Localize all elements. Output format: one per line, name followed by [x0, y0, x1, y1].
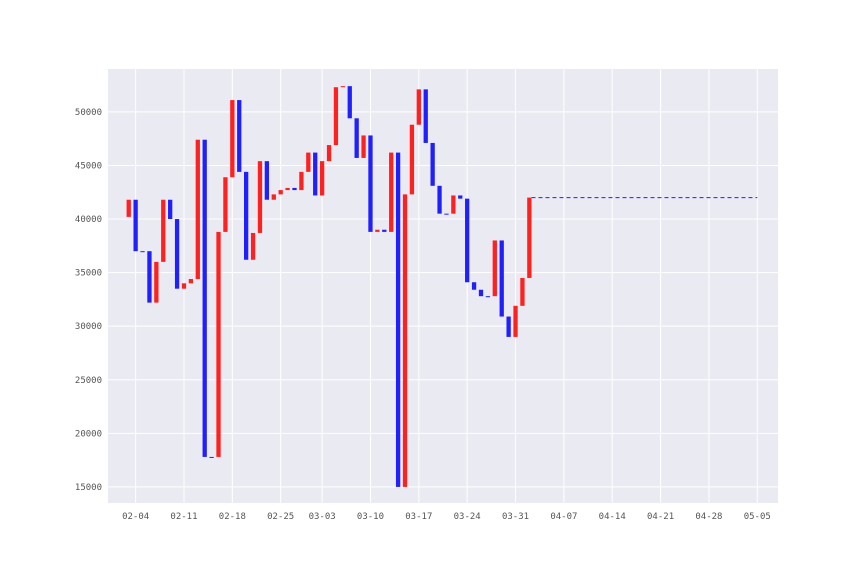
waterfall-bar	[271, 194, 276, 200]
waterfall-bar	[140, 251, 145, 253]
waterfall-bar	[174, 219, 180, 289]
x-tick-label: 04-28	[695, 512, 722, 522]
waterfall-bar	[409, 124, 415, 195]
waterfall-bar	[416, 89, 421, 125]
waterfall-bar	[319, 161, 325, 196]
waterfall-bar	[181, 283, 187, 289]
waterfall-bar	[306, 152, 311, 172]
waterfall-bar	[133, 199, 138, 252]
waterfall-bar	[278, 190, 283, 195]
x-tick-label: 02-25	[267, 512, 294, 522]
waterfall-bar	[237, 100, 242, 172]
y-axis-ticks: 15000 20000 25000 30000 35000 40000 45000 50000	[75, 108, 102, 493]
y-tick-label: 15000	[75, 483, 102, 493]
waterfall-bar	[264, 161, 270, 200]
waterfall-bar	[299, 171, 304, 191]
waterfall-bar	[230, 100, 235, 178]
waterfall-bar	[402, 194, 408, 487]
waterfall-bar	[333, 87, 339, 146]
waterfall-bar	[244, 171, 249, 260]
waterfall-bar	[223, 177, 228, 232]
waterfall-bar	[257, 161, 263, 233]
waterfall-bar	[423, 89, 428, 143]
x-tick-label: 03-10	[357, 512, 384, 522]
waterfall-bar	[527, 197, 532, 278]
waterfall-bar	[361, 135, 366, 158]
y-tick-label: 20000	[75, 429, 102, 439]
waterfall-bar	[292, 187, 297, 191]
waterfall-bar	[347, 86, 352, 119]
x-tick-label: 04-07	[550, 512, 577, 522]
waterfall-bar	[451, 195, 456, 214]
y-tick-label: 50000	[75, 108, 102, 118]
x-tick-label: 03-17	[405, 512, 432, 522]
waterfall-bar	[188, 279, 194, 284]
waterfall-bar	[478, 289, 484, 297]
waterfall-bar	[340, 86, 345, 88]
waterfall-bar	[513, 305, 518, 337]
waterfall-bar	[216, 231, 221, 457]
x-tick-label: 05-05	[744, 512, 771, 522]
waterfall-bar	[326, 145, 332, 162]
y-tick-label: 40000	[75, 215, 102, 225]
waterfall-bar	[492, 240, 497, 297]
waterfall-bar	[313, 152, 318, 196]
waterfall-bar	[195, 139, 200, 280]
waterfall-bar	[368, 135, 373, 232]
x-axis-ticks: 02-04 02-11 02-18 02-25 03-03 03-10 03-17 03-24…	[122, 512, 771, 522]
waterfall-bar	[154, 261, 159, 303]
x-tick-label: 03-24	[454, 512, 481, 522]
waterfall-bar	[465, 198, 470, 283]
y-tick-label: 35000	[75, 269, 102, 279]
x-tick-label: 02-11	[170, 512, 197, 522]
waterfall-bar	[382, 229, 387, 232]
waterfall-bar	[395, 152, 401, 487]
waterfall-bar	[126, 199, 131, 217]
x-tick-label: 04-21	[647, 512, 674, 522]
waterfall-bar	[209, 456, 214, 458]
y-tick-label: 45000	[75, 161, 102, 171]
y-tick-label: 30000	[75, 322, 102, 332]
waterfall-bar	[285, 187, 290, 191]
waterfall-bar	[506, 316, 511, 337]
waterfall-bar	[444, 213, 449, 215]
waterfall-bar	[202, 139, 207, 457]
x-tick-label: 02-04	[122, 512, 149, 522]
waterfall-bar	[147, 251, 152, 303]
x-tick-label: 03-31	[502, 512, 529, 522]
waterfall-bar	[471, 282, 477, 290]
waterfall-bar	[520, 277, 525, 306]
waterfall-bar	[168, 199, 173, 220]
waterfall-bar	[485, 296, 491, 298]
waterfall-bar	[430, 142, 435, 186]
x-tick-label: 03-03	[309, 512, 336, 522]
waterfall-bar	[354, 118, 359, 158]
waterfall-bar	[375, 229, 380, 232]
waterfall-bar	[250, 232, 256, 260]
x-tick-label: 02-18	[219, 512, 246, 522]
waterfall-bar	[499, 240, 504, 317]
plot-background	[108, 69, 778, 503]
waterfall-bar	[161, 199, 166, 262]
x-tick-label: 04-14	[599, 512, 626, 522]
waterfall-bar	[458, 195, 463, 199]
y-tick-label: 25000	[75, 376, 102, 386]
bars	[126, 86, 532, 487]
waterfall-bar	[389, 152, 394, 232]
waterfall-bar	[437, 185, 442, 214]
